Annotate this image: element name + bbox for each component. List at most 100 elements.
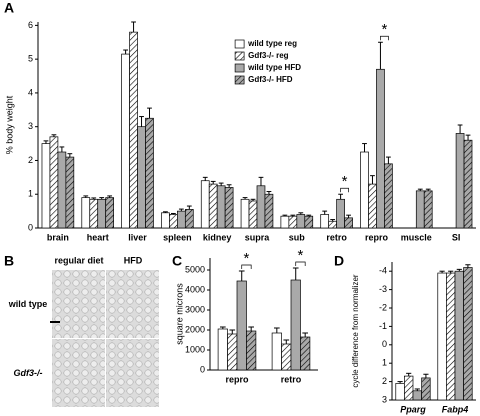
error-bar	[378, 41, 383, 70]
legend-swatch	[234, 39, 245, 49]
x-tick-label: liver	[128, 232, 147, 242]
bar	[320, 214, 330, 229]
y-tick-label: -3	[379, 284, 387, 294]
x-tick-label: brain	[47, 232, 69, 242]
bar	[454, 270, 464, 401]
error-bar	[302, 332, 309, 337]
annotation: *	[381, 21, 387, 38]
bar	[404, 375, 414, 401]
y-tick-label: 1	[382, 358, 387, 368]
panel-letter: D	[334, 253, 344, 269]
error-bar	[178, 208, 184, 212]
column-label: regular diet	[54, 255, 103, 265]
bar	[177, 210, 186, 229]
error-bar	[226, 184, 232, 188]
bar	[455, 133, 465, 229]
bar	[161, 212, 170, 229]
error-bar	[457, 124, 463, 134]
error-bar	[250, 198, 256, 201]
legend-label: wild type HFD	[247, 63, 301, 72]
bar	[216, 185, 226, 229]
legend-label: wild type reg	[247, 39, 297, 48]
bar	[437, 272, 447, 401]
error-bar	[283, 339, 290, 344]
x-tick-label: repro	[225, 374, 249, 384]
significance-bracket	[340, 187, 349, 193]
bar	[288, 215, 298, 229]
legend-swatch	[234, 51, 245, 61]
bar	[49, 136, 59, 229]
x-tick-label: retro	[326, 232, 347, 242]
legend-swatch	[234, 75, 245, 85]
y-tick-label: 5	[28, 54, 33, 64]
bar	[169, 214, 178, 229]
bar	[41, 143, 51, 229]
row-label: wild type	[8, 299, 48, 309]
bar	[208, 183, 218, 229]
y-tick-label: 0	[28, 222, 33, 232]
bar	[105, 197, 115, 229]
error-bar	[448, 270, 454, 274]
bar	[296, 214, 306, 229]
error-bar	[425, 188, 431, 191]
error-bar	[131, 21, 136, 33]
bar	[376, 68, 385, 229]
bar	[240, 198, 250, 229]
bar	[415, 190, 425, 229]
bar	[264, 193, 274, 229]
bar	[248, 200, 258, 229]
error-bar	[414, 388, 420, 391]
error-bar	[163, 211, 168, 213]
bar	[344, 217, 353, 229]
bar	[412, 390, 422, 401]
x-tick-label: SI	[452, 232, 461, 242]
legend-label: Gdf3-/- HFD	[248, 75, 293, 84]
bar	[336, 198, 345, 229]
bar	[129, 31, 138, 229]
error-bar	[306, 214, 312, 217]
y-axis-label: square microns	[174, 283, 184, 345]
error-bar	[439, 270, 445, 274]
micrograph	[106, 270, 159, 338]
error-bar	[210, 180, 216, 185]
annotation: *	[342, 173, 348, 190]
error-bar	[51, 134, 57, 137]
bar	[184, 209, 194, 229]
bar	[246, 330, 257, 371]
bar	[368, 183, 377, 229]
error-bar	[292, 267, 299, 280]
error-bar	[83, 195, 89, 198]
error-bar	[397, 381, 403, 384]
micrograph	[52, 270, 105, 338]
error-bar	[238, 270, 245, 281]
significance-bracket	[295, 261, 306, 266]
error-bar	[186, 205, 192, 210]
bar	[304, 215, 314, 229]
error-bar	[298, 212, 304, 215]
x-tick-label: repro	[365, 232, 389, 242]
x-tick-label: supra	[245, 232, 271, 242]
error-bar	[218, 182, 224, 186]
bar	[236, 280, 247, 371]
error-bar	[406, 372, 412, 377]
bar	[217, 328, 228, 371]
significance-bracket	[380, 35, 389, 41]
y-tick-label: 4000	[185, 284, 205, 294]
panel-letter: C	[172, 253, 182, 269]
error-bar	[248, 326, 255, 331]
error-bar	[417, 188, 423, 191]
error-bar	[43, 140, 49, 144]
x-tick-label: kidney	[203, 232, 232, 242]
error-bar	[219, 326, 226, 329]
y-axis-label: cycle difference from normalizer	[351, 274, 360, 388]
bar	[137, 126, 146, 229]
error-bar	[99, 197, 105, 200]
panel-letter: A	[4, 0, 14, 16]
bar	[423, 190, 433, 229]
error-bar	[107, 195, 113, 198]
panel-letter: B	[4, 253, 14, 269]
bar	[280, 215, 290, 229]
y-tick-label: -2	[379, 302, 387, 312]
bar	[57, 151, 67, 229]
error-bar	[338, 193, 344, 200]
